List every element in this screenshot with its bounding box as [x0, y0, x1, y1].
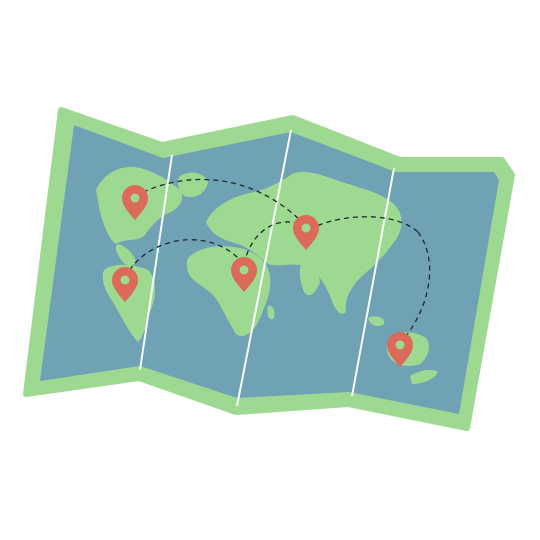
- islands-shape: [368, 316, 385, 326]
- route-north-america-to-asia: [134, 178, 307, 227]
- africa-pin: [231, 257, 257, 292]
- fold-lines: [139, 129, 395, 407]
- fold-line-3: [351, 167, 395, 397]
- new-zealand-shape: [410, 369, 438, 384]
- south-america-pin: [112, 267, 138, 302]
- fold-line-1: [139, 154, 173, 371]
- location-pins: [112, 185, 413, 367]
- route-south-america-to-africa: [124, 239, 243, 279]
- madagascar-shape: [267, 305, 275, 320]
- india-shape: [299, 262, 320, 296]
- route-africa-to-asia: [243, 216, 419, 265]
- asia-pin: [293, 215, 319, 250]
- route-asia-to-australia: [405, 231, 431, 337]
- fold-line-2: [236, 129, 292, 407]
- australia-pin: [387, 332, 413, 367]
- central-america-shape: [115, 244, 136, 266]
- route-lines: [124, 178, 431, 337]
- north-america-pin: [122, 185, 148, 220]
- greenland-shape: [177, 172, 208, 198]
